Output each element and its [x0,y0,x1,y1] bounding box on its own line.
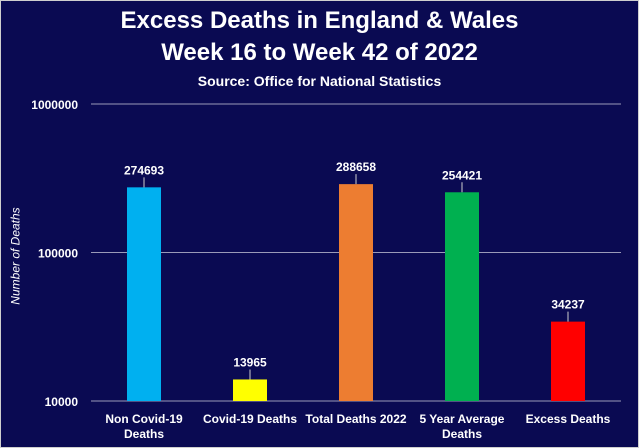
bar [127,187,161,401]
bar [339,184,373,401]
bar [233,379,267,401]
data-label: 274693 [124,163,164,177]
chart-subtitle: Source: Office for National Statistics [197,73,442,89]
bar [445,192,479,401]
data-label: 254421 [442,168,482,182]
x-tick-label: Excess Deaths [526,412,611,426]
x-tick-label: Covid-19 Deaths [203,412,297,426]
bar [551,321,585,401]
data-label: 34237 [551,298,585,312]
chart-title: Excess Deaths in England & Wales [120,7,519,34]
y-tick-label: 100000 [38,247,78,261]
data-label: 13965 [233,355,267,369]
y-tick-label: 10000 [45,395,79,409]
x-tick-label: Deaths [442,427,482,441]
x-tick-label: Total Deaths 2022 [305,412,406,426]
data-label: 288658 [336,160,376,174]
y-tick-label: 1000000 [31,98,78,112]
x-tick-label: 5 Year Average [420,412,505,426]
x-tick-label: Non Covid-19 [105,412,183,426]
chart-title-line-2: Week 16 to Week 42 of 2022 [161,39,478,66]
x-tick-label: Deaths [124,427,164,441]
